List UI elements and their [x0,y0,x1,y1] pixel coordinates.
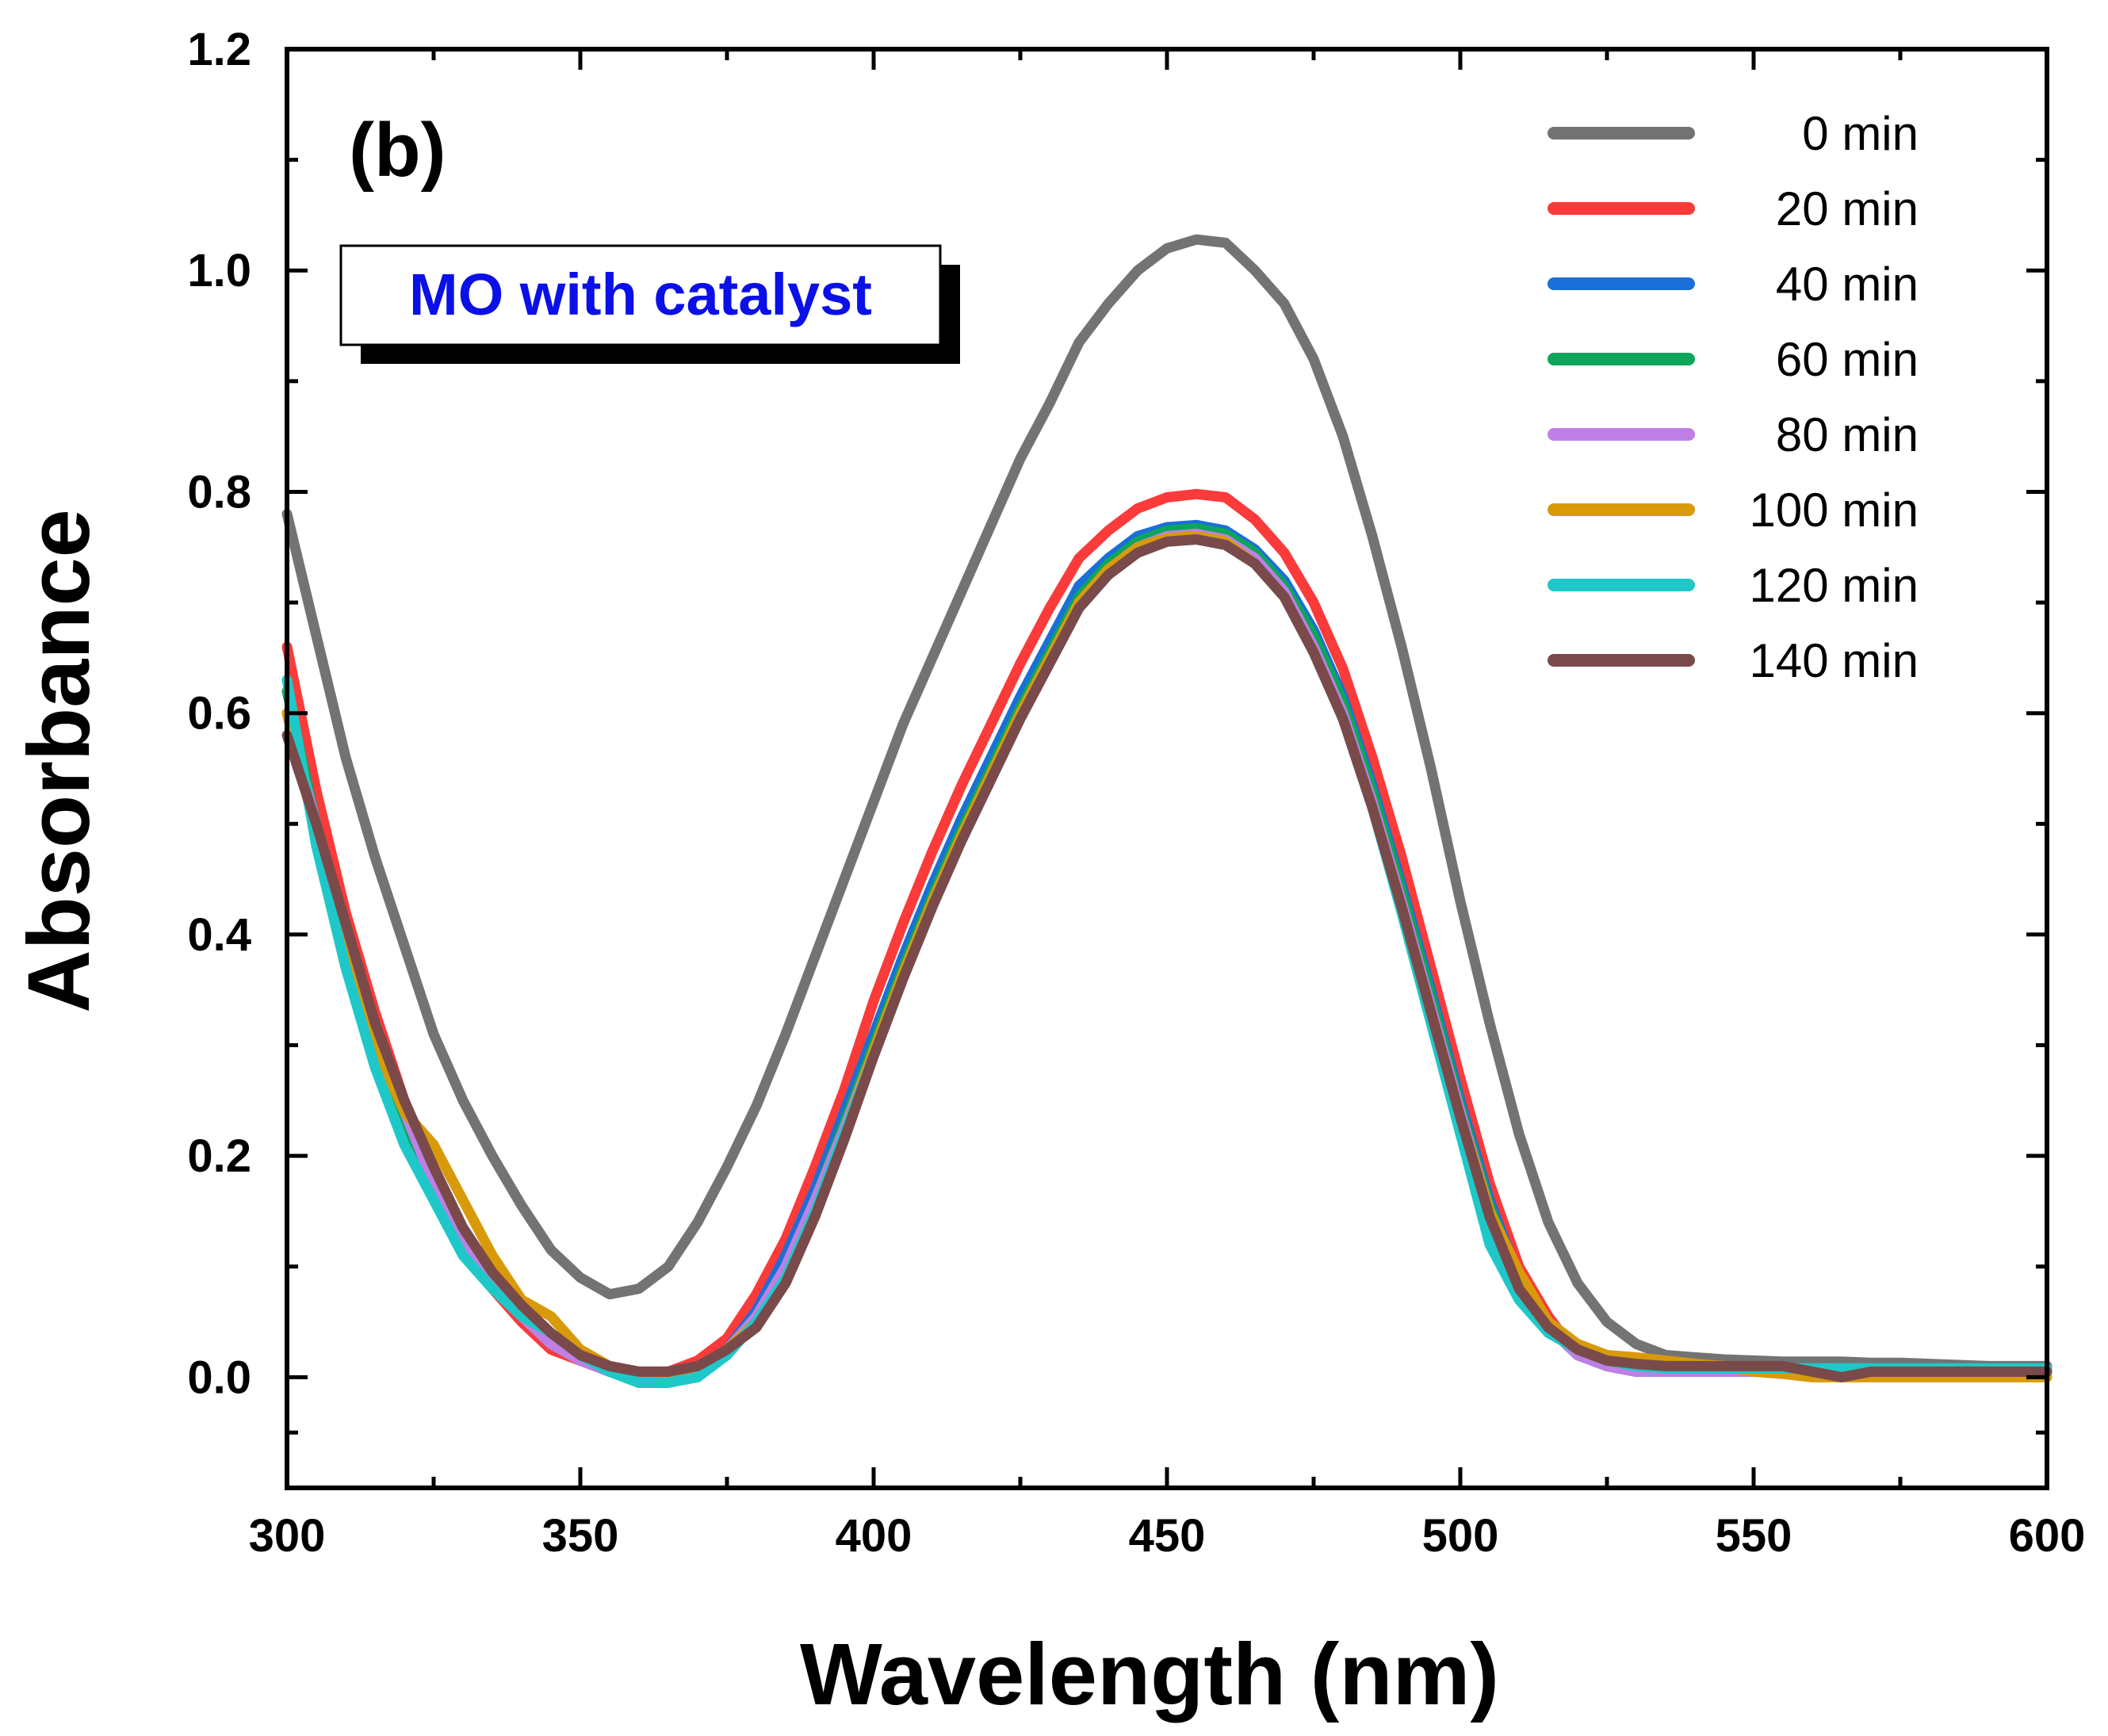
annotation-box: MO with catalyst [339,244,960,364]
legend-label-6: 120 min [1750,559,1919,612]
series-layer [281,234,2053,1388]
x-tick-label-3: 450 [1129,1510,1206,1562]
tick-layer: 300 350 400 450 500 550 600 0.0 0.2 0.4 0.6 0.8 1.0 1… [187,24,2085,1562]
series-line-7 [281,534,2053,1382]
legend-label-3: 60 min [1776,333,1919,386]
y-tick-label-3: 0.6 [187,688,251,740]
x-axis-title: Wavelength (nm) [800,1626,1499,1723]
legend-label-5: 100 min [1750,484,1919,537]
x-tick-label-4: 500 [1422,1510,1499,1562]
annotation-text: MO with catalyst [409,262,872,327]
y-tick-label-1: 0.2 [187,1130,251,1182]
legend-label-1: 20 min [1776,182,1919,235]
panel-label: (b) [349,108,446,193]
x-tick-label-2: 400 [836,1510,912,1562]
legend-label-7: 140 min [1750,634,1919,687]
y-tick-label-6: 1.2 [187,24,251,75]
x-tick-label-5: 550 [1716,1510,1792,1562]
x-tick-label-1: 350 [542,1510,619,1562]
series-line-0 [281,234,2053,1371]
y-tick-label-4: 0.8 [187,466,251,518]
legend-label-4: 80 min [1776,408,1919,461]
y-axis-title: Absorbance [10,509,108,1013]
legend-label-2: 40 min [1776,258,1919,311]
legend-label-0: 0 min [1802,107,1919,160]
legend: 0 min 20 min 40 min 60 min 80 min 100 min 120 … [1548,107,1919,687]
y-tick-label-0: 0.0 [187,1352,251,1403]
x-tick-label-6: 600 [2009,1510,2086,1562]
y-tick-label-5: 1.0 [187,245,251,296]
x-tick-label-0: 300 [249,1510,326,1562]
annotation-frame [339,244,942,346]
y-tick-label-2: 0.4 [187,909,251,961]
